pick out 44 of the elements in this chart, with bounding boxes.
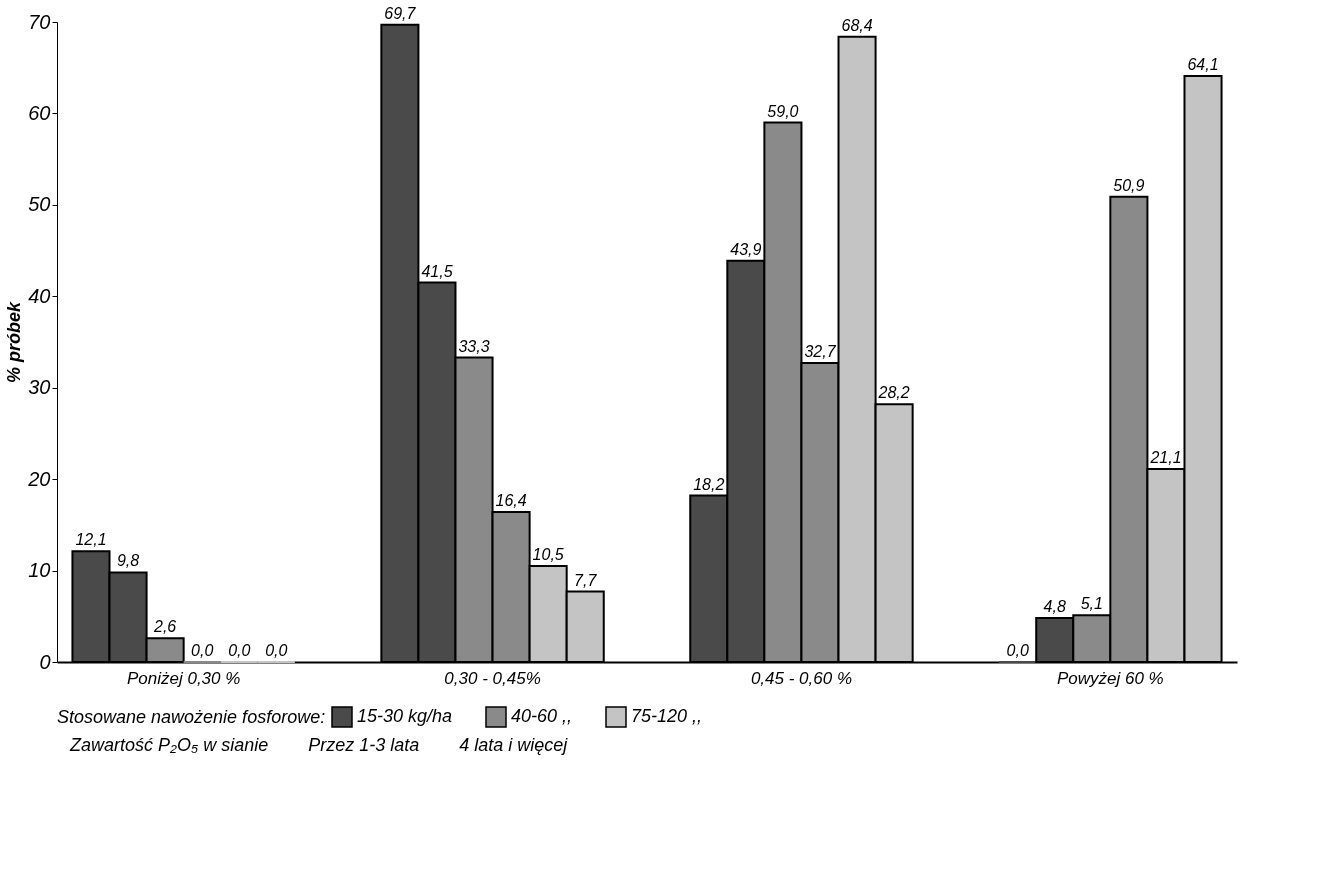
data-label: 18,2 [693, 475, 725, 493]
data-label: 2,6 [152, 618, 177, 636]
x-tick-label: Powyżej 60 % [1056, 668, 1164, 688]
data-label: 64,1 [1187, 55, 1219, 73]
y-axis-title: % próbek [4, 301, 25, 384]
data-label: 5,1 [1080, 595, 1103, 613]
y-tick-label: 70 [28, 10, 51, 33]
data-label: 21,1 [1149, 449, 1182, 467]
y-tick-label: 40 [28, 284, 51, 307]
data-label: 0,0 [265, 642, 288, 659]
y-tick-label: 30 [28, 376, 51, 399]
data-label: 12,1 [75, 531, 107, 549]
data-label: 69,7 [384, 4, 417, 22]
legend-label: 40-60 ,, [511, 706, 573, 726]
text: Przez 1-3 lata [308, 735, 420, 756]
x-tick-label: 0,30 - 0,45% [444, 668, 541, 688]
data-label: 32,7 [804, 343, 837, 361]
data-label: 0,0 [1006, 642, 1029, 659]
data-label: 41,5 [421, 262, 453, 280]
data-label: 59,0 [767, 102, 799, 120]
data-label: 50,9 [1113, 176, 1145, 194]
data-label: 16,4 [495, 492, 527, 510]
y-tick-label: 10 [28, 559, 51, 582]
legend-label: 15-30 kg/ha [357, 706, 453, 726]
y-tick-label: 60 [28, 101, 51, 124]
x-tick-label: Poniżej 0,30 % [126, 668, 241, 688]
data-label: 28,2 [877, 384, 910, 402]
x-tick-label: 0,45 - 0,60 % [750, 668, 853, 688]
data-label: 4,8 [1043, 598, 1066, 616]
data-label: 43,9 [730, 240, 762, 258]
text: Zawartość P₂O₅ w sianie [70, 735, 269, 756]
y-tick-label: 50 [28, 193, 51, 216]
y-tick-label: 20 [27, 467, 51, 490]
data-label: 7,7 [574, 571, 598, 589]
text: 4 lata i więcej [459, 735, 568, 756]
data-label: 0,0 [191, 642, 214, 659]
data-label: 9,8 [116, 552, 140, 570]
data-label: 10,5 [532, 546, 564, 563]
legend-title: Stosowane nawożenie fosforowe: [57, 707, 326, 727]
data-label: 33,3 [458, 337, 490, 355]
y-tick-label: 0 [39, 650, 51, 673]
data-label: 0,0 [228, 642, 251, 659]
data-label: 68,4 [841, 16, 873, 34]
legend-label: 75-120 ,, [631, 706, 703, 726]
